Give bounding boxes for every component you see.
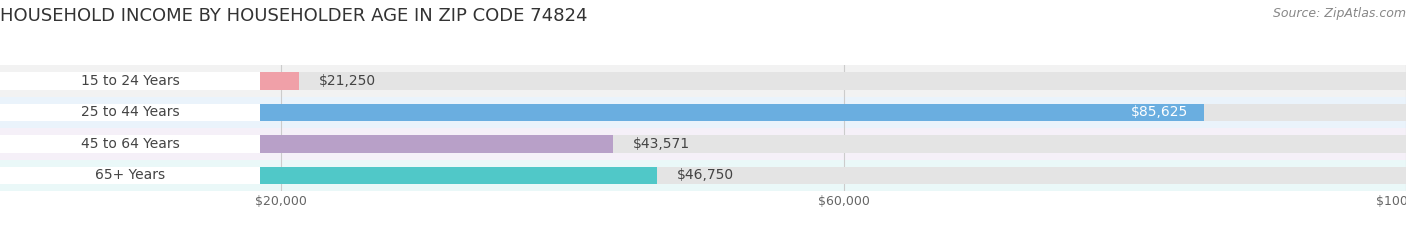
Bar bbox=[0, 97, 1406, 128]
Bar bbox=[0, 160, 1406, 191]
Bar bbox=[0, 104, 1406, 121]
Bar bbox=[0, 104, 260, 121]
Text: $46,750: $46,750 bbox=[678, 168, 734, 182]
Text: 65+ Years: 65+ Years bbox=[96, 168, 165, 182]
Bar bbox=[0, 167, 1406, 184]
Bar bbox=[0, 167, 657, 184]
Bar bbox=[0, 167, 260, 184]
Text: Source: ZipAtlas.com: Source: ZipAtlas.com bbox=[1272, 7, 1406, 20]
Text: $43,571: $43,571 bbox=[633, 137, 689, 151]
Text: 25 to 44 Years: 25 to 44 Years bbox=[80, 105, 180, 120]
Text: 45 to 64 Years: 45 to 64 Years bbox=[80, 137, 180, 151]
Bar bbox=[0, 128, 1406, 160]
Bar bbox=[0, 135, 1406, 153]
Bar bbox=[0, 135, 260, 153]
Bar bbox=[0, 65, 1406, 97]
Bar bbox=[0, 104, 1204, 121]
Bar bbox=[0, 72, 1406, 90]
Text: 15 to 24 Years: 15 to 24 Years bbox=[80, 74, 180, 88]
Text: HOUSEHOLD INCOME BY HOUSEHOLDER AGE IN ZIP CODE 74824: HOUSEHOLD INCOME BY HOUSEHOLDER AGE IN Z… bbox=[0, 7, 588, 25]
Bar bbox=[0, 72, 298, 90]
Text: $21,250: $21,250 bbox=[319, 74, 375, 88]
Text: $85,625: $85,625 bbox=[1130, 105, 1188, 120]
Bar bbox=[0, 72, 260, 90]
Bar bbox=[0, 135, 613, 153]
